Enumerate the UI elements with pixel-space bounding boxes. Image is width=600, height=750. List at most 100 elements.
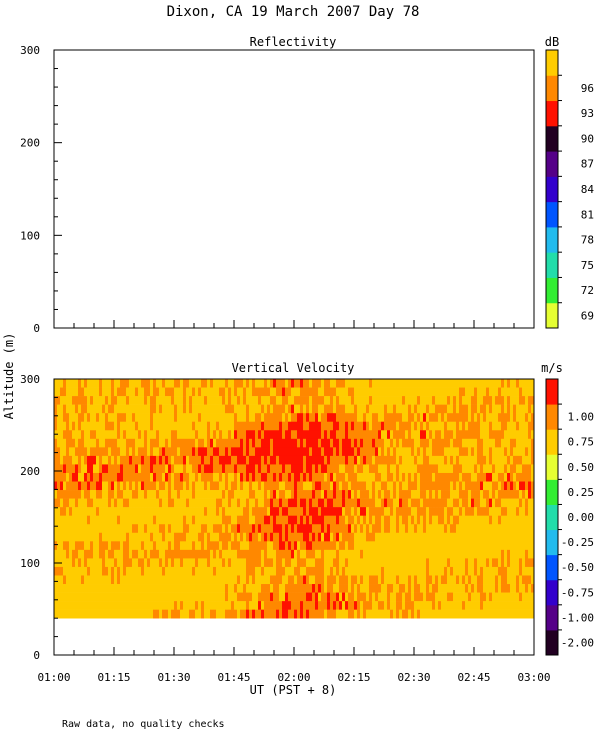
velocity-cell [189,549,193,559]
velocity-cell [288,430,292,440]
velocity-cell [207,464,211,474]
velocity-cell [453,481,457,491]
velocity-cell [429,421,433,431]
velocity-cell [411,549,415,559]
velocity-cell [279,464,283,474]
velocity-cell [312,438,316,448]
velocity-cell [135,421,139,431]
velocity-cell [105,387,109,397]
velocity-cell [519,507,523,516]
velocity-cell [348,447,352,457]
velocity-cell [237,609,241,619]
velocity-cell [105,592,109,602]
velocity-cell [66,609,70,619]
velocity-cell [246,584,250,593]
velocity-cell [324,524,328,534]
velocity-cell [417,566,421,576]
velocity-cell [156,549,160,559]
velocity-cell [267,498,271,508]
velocity-cell [528,601,532,610]
velocity-cell [276,404,280,414]
velocity-cell [432,601,436,610]
velocity-cell [117,490,121,499]
velocity-cell [375,430,379,440]
velocity-cell [384,472,388,482]
velocity-cell [150,447,154,457]
velocity-cell [285,575,289,585]
velocity-cell [438,541,442,551]
velocity-cell [432,421,436,431]
velocity-cell [180,379,184,388]
velocity-cell [420,601,424,610]
velocity-cell [231,524,235,534]
velocity-cell [87,421,91,431]
velocity-cell [486,515,490,525]
velocity-cell [141,490,145,499]
velocity-cell [84,413,88,423]
velocity-cell [93,396,97,405]
velocity-cell [201,575,205,585]
velocity-cell [441,584,445,593]
velocity-cell [336,524,340,534]
velocity-cell [132,609,136,619]
velocity-cell [381,566,385,576]
velocity-cell [276,549,280,559]
velocity-cell [306,609,310,619]
velocity-cell [273,379,277,388]
velocity-cell [174,387,178,397]
velocity-cell [273,472,277,482]
velocity-cell [510,490,514,499]
velocity-cell [258,609,262,619]
velocity-cell [84,575,88,585]
velocity-cell [264,541,268,551]
velocity-cell [504,524,508,534]
velocity-cell [261,481,265,491]
velocity-cell [264,601,268,610]
velocity-cell [342,455,346,465]
velocity-cell [417,404,421,414]
velocity-cell [423,464,427,474]
velocity-cell [171,609,175,619]
velocity-cell [93,438,97,448]
velocity-cell [483,566,487,576]
velocity-cell [231,609,235,619]
velocity-cell [474,404,478,414]
velocity-cell [276,387,280,397]
velocity-cell [372,396,376,405]
velocity-cell [426,566,430,576]
velocity-cell [303,387,307,397]
velocity-cell [156,601,160,610]
velocity-cell [237,498,241,508]
velocity-cell [171,464,175,474]
velocity-cell [354,532,358,542]
velocity-cell [267,507,271,516]
velocity-cell [102,592,106,602]
velocity-cell [267,404,271,414]
velocity-cell [237,387,241,397]
velocity-cell [405,609,409,619]
velocity-cell [132,549,136,559]
velocity-cell [405,558,409,568]
velocity-cell [309,609,313,619]
velocity-cell [321,524,325,534]
velocity-cell [246,541,250,551]
velocity-cell [102,379,106,388]
velocity-cell [249,541,253,551]
velocity-cell [201,464,205,474]
velocity-cell [273,515,277,525]
velocity-cell [102,447,106,457]
velocity-cell [480,609,484,619]
velocity-cell [270,379,274,388]
velocity-cell [291,396,295,405]
velocity-cell [267,524,271,534]
velocity-cell [459,549,463,559]
velocity-cell [327,396,331,405]
velocity-cell [192,481,196,491]
velocity-cell [480,430,484,440]
velocity-cell [336,379,340,388]
velocity-cell [120,566,124,576]
velocity-cell [309,472,313,482]
velocity-cell [513,592,517,602]
velocity-cell [102,609,106,619]
velocity-cell [243,481,247,491]
